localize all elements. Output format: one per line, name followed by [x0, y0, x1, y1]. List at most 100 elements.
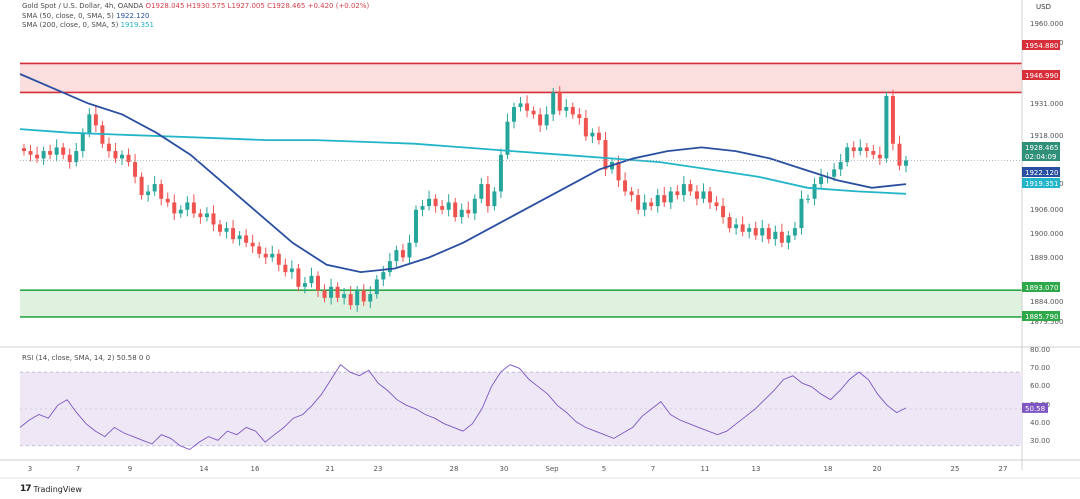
candle-body: [590, 132, 595, 137]
candle: [139, 172, 144, 200]
candle-body: [368, 294, 373, 302]
candle: [178, 205, 183, 218]
y-axis[interactable]: 1960.0001939.0001931.0001918.0001912.000…: [1022, 20, 1063, 326]
x-tick-label: 14: [200, 465, 209, 473]
candle: [734, 218, 739, 235]
candle-body: [204, 213, 209, 218]
candle: [329, 278, 334, 305]
candle-body: [191, 202, 196, 214]
candle-body: [792, 228, 797, 236]
candle: [557, 86, 562, 116]
candle-body: [655, 195, 660, 207]
candle: [668, 187, 673, 210]
candle-body: [766, 228, 771, 240]
candle: [459, 203, 464, 224]
candle-body: [897, 143, 902, 166]
candle: [564, 98, 569, 118]
rsi-tag-label: 50.58: [1025, 405, 1045, 413]
x-tick-label: Sep: [545, 465, 559, 473]
candle-body: [126, 154, 131, 163]
candle-body: [35, 154, 40, 159]
tradingview-logo[interactable]: 17 TradingView: [20, 484, 82, 494]
candle-body: [694, 191, 699, 199]
sma200-legend-value: 1919.351: [120, 21, 154, 29]
candle: [616, 155, 621, 188]
candle-body: [603, 140, 608, 170]
candle-body: [838, 162, 843, 170]
candle-body: [649, 202, 654, 207]
candle-body: [309, 275, 314, 284]
candle-body: [374, 279, 379, 295]
candle-body: [518, 103, 523, 108]
y-tick-label: 1960.000: [1030, 20, 1063, 28]
candle-body: [348, 294, 353, 306]
candle-body: [466, 209, 471, 214]
candle-body: [642, 202, 647, 210]
resistance-zone: [20, 63, 1022, 93]
candle: [93, 106, 98, 132]
resistance-price-tag: 1946.990: [1022, 70, 1060, 80]
candle-body: [779, 231, 784, 243]
candle: [714, 196, 719, 211]
x-tick-label: 30: [500, 465, 509, 473]
candle: [871, 144, 876, 160]
price-tag-label: 02:04:09: [1025, 153, 1056, 161]
candle-body: [708, 191, 712, 203]
candle: [681, 176, 686, 202]
x-tick-label: 7: [76, 465, 80, 473]
candle-body: [296, 268, 301, 287]
candle: [760, 220, 765, 243]
candle: [858, 139, 863, 156]
candle: [433, 194, 438, 213]
candle-body: [159, 184, 164, 199]
support-price-tag: 1893.070: [1022, 282, 1060, 292]
price-tag-box: [1022, 282, 1060, 292]
candle: [316, 271, 320, 298]
candle-body: [231, 228, 236, 240]
tradingview-logo-icon: 17: [20, 484, 31, 494]
x-tick-label: 3: [28, 465, 32, 473]
candle: [407, 234, 412, 265]
candle: [427, 190, 432, 211]
candle: [302, 276, 307, 294]
candle: [48, 144, 53, 160]
candle: [41, 146, 46, 166]
candle: [67, 148, 72, 169]
x-tick-label: 25: [951, 465, 960, 473]
tradingview-logo-text: TradingView: [33, 484, 82, 494]
candle-body: [54, 147, 59, 155]
candle-body: [22, 148, 26, 152]
rsi-tick-label: 80.00: [1030, 346, 1050, 354]
candle-body: [152, 184, 157, 192]
candle-body: [472, 198, 477, 214]
candle-body: [329, 286, 334, 298]
candle: [296, 264, 301, 292]
candle: [675, 185, 680, 200]
candle: [394, 245, 399, 268]
zones-layer: [20, 62, 1022, 318]
candle: [146, 185, 151, 202]
candle: [570, 102, 575, 119]
candle-body: [342, 294, 347, 298]
candle-body: [394, 250, 399, 262]
sma50-legend-value: 1922.120: [116, 12, 150, 20]
candle-body: [544, 114, 549, 126]
candle: [400, 243, 405, 262]
candle: [204, 207, 209, 222]
candle-body: [845, 147, 850, 163]
candle: [237, 231, 242, 246]
candle: [851, 141, 856, 158]
candle: [113, 142, 118, 163]
candle-body: [276, 253, 281, 265]
candle-body: [440, 206, 445, 210]
x-axis[interactable]: 3 7 9 14 16 21 23 28 30 Sep 5 7 11 13 18 20 25 27: [28, 465, 1008, 473]
sma-layer: [19, 73, 1022, 274]
candle: [498, 148, 503, 199]
y-tick-label: 1906.000: [1030, 206, 1063, 214]
x-tick-label: 7: [651, 465, 655, 473]
candle: [387, 253, 392, 277]
price-tag-label: 1954.880: [1025, 42, 1058, 50]
candle-body: [446, 202, 451, 210]
candle: [185, 196, 190, 217]
